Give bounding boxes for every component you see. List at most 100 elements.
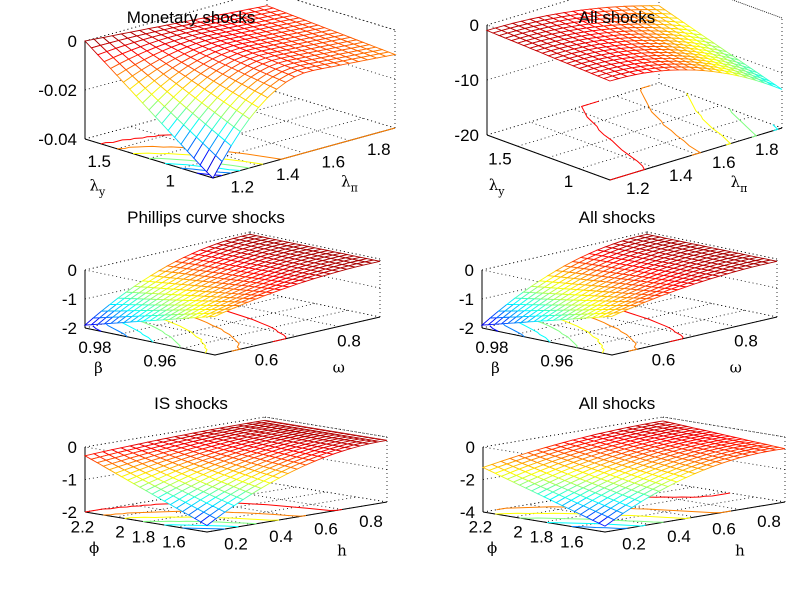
z-tick-label: 0 [470, 16, 479, 35]
wall-grid-line [84, 231, 251, 271]
floor-grid-line [662, 481, 786, 503]
floor-contour [132, 316, 181, 348]
y-tick-label: 0.98 [475, 338, 508, 357]
floor-contour [489, 325, 499, 332]
floor-grid-line [517, 93, 690, 147]
floor-grid-line [658, 82, 783, 129]
surface-cell [767, 81, 783, 90]
x-axis-label: λπ [731, 173, 748, 195]
floor-contour [182, 527, 226, 530]
floor-contour [92, 325, 102, 332]
surface-panel-3: Phillips curve shocks 0 -1 -20.98 0.96 0.6 0.8… [62, 208, 381, 377]
z-tick-label: -1 [62, 471, 77, 490]
floor-contour [116, 127, 396, 160]
floor-contour [103, 510, 307, 517]
surface-cell [377, 51, 397, 57]
y-tick-label: 1.8 [132, 528, 156, 547]
floor-grid-line [115, 486, 296, 518]
x-axis-label: h [337, 542, 347, 560]
z-tick-label: -0.02 [38, 81, 77, 100]
x-axis-line [214, 316, 381, 356]
floor-contour [547, 312, 605, 354]
wall-grid-line [731, 0, 783, 19]
x-tick-label: 1.4 [276, 165, 300, 184]
floor-contour [502, 322, 525, 338]
x-tick-label: 1.8 [755, 140, 779, 159]
z-tick-label: -1 [62, 290, 77, 309]
surface-panel-2: All shocks 0 -10 -20 1.5 1 1.2 1.4 1.6 1.8 λy λπ [454, 0, 783, 198]
y-tick-label: 1 [166, 171, 175, 190]
x-tick-label: 0.2 [224, 535, 248, 554]
y-axis-label: λy [90, 176, 107, 198]
y-tick-label: 2.2 [469, 518, 493, 537]
x-tick-label: 0.6 [314, 520, 338, 539]
surface-cell [762, 259, 778, 264]
chart-title: Monetary shocks [127, 8, 256, 27]
y-tick-label: 0.96 [540, 351, 573, 370]
z-tick-label: -2 [62, 319, 77, 338]
y-axis-label: ϕ [487, 539, 497, 557]
floor-grid-line [176, 496, 357, 528]
floor-contour [640, 85, 702, 156]
x-tick-label: 0.6 [712, 520, 736, 539]
y-tick-label: 1.5 [488, 149, 512, 168]
floor-contour [514, 319, 551, 343]
floor-grid-line [219, 489, 343, 510]
floor-grid-line [546, 303, 713, 342]
floor-contour [164, 524, 239, 528]
floor-contour [686, 92, 732, 146]
x-tick-label: 0.4 [269, 527, 293, 546]
y-tick-label: 1 [564, 172, 573, 191]
z-tick-label: -2 [459, 319, 474, 338]
y-axis-label: β [94, 359, 103, 377]
floor-grid-line [264, 481, 388, 503]
floor-contour [105, 322, 128, 338]
wall-grid-line [264, 449, 388, 470]
z-tick-label: -2 [460, 471, 475, 490]
box-edge [731, 0, 783, 19]
y-tick-label: 1.8 [530, 528, 554, 547]
x-axis-label-subscript: π [740, 182, 747, 195]
x-axis-label: λπ [341, 173, 358, 195]
z-tick-label: 0 [68, 438, 77, 457]
floor-grid-line [182, 309, 348, 349]
floor-contour [142, 520, 257, 525]
x-tick-label: 1.6 [712, 153, 736, 172]
x-tick-label: 0.8 [337, 332, 361, 351]
wall-grid-line [662, 481, 786, 503]
surface-panel-1: Monetary shocks 0 -0.02 -0.04 1.5 1 1.2 1.4 1.6 1… [38, 0, 397, 198]
z-tick-label: -20 [454, 126, 479, 145]
x-tick-label: 1.2 [626, 179, 650, 198]
wall-grid-line [486, 82, 660, 136]
floor-contour [117, 319, 154, 343]
y-axis-label: ϕ [89, 539, 99, 557]
wall-grid-line [658, 82, 783, 129]
floor-grid-line [579, 309, 745, 349]
surface-panel-4: All shocks 0 -1 -20.98 0.96 0.6 0.8 β ω [459, 208, 778, 377]
x-tick-label: 0.6 [255, 351, 279, 370]
wall-grid-line [481, 231, 648, 271]
floor-grid-line [145, 491, 327, 523]
y-tick-label: 0.96 [143, 351, 176, 370]
floor-grid-line [129, 504, 253, 525]
x-tick-label: 0.8 [359, 512, 383, 531]
z-tick-label: 0 [68, 261, 77, 280]
z-tick-label: -10 [454, 71, 479, 90]
floor-grid-line [572, 108, 697, 155]
x-tick-label: 0.6 [652, 351, 676, 370]
x-tick-label: 1.8 [367, 140, 391, 159]
floor-contour [547, 522, 646, 527]
y-tick-label: 2 [115, 523, 124, 542]
wall-grid-line [264, 416, 388, 438]
floor-grid-line [149, 303, 316, 342]
z-tick-label: 0 [466, 438, 475, 457]
z-tick-label: -0.04 [38, 130, 77, 149]
y-tick-label: 0.98 [78, 338, 111, 357]
y-axis-label-subscript: y [98, 185, 106, 198]
x-tick-label: 1.6 [321, 153, 345, 172]
y-tick-label: 2 [513, 523, 522, 542]
floor-contour [772, 124, 779, 132]
chart-title: All shocks [579, 394, 656, 413]
